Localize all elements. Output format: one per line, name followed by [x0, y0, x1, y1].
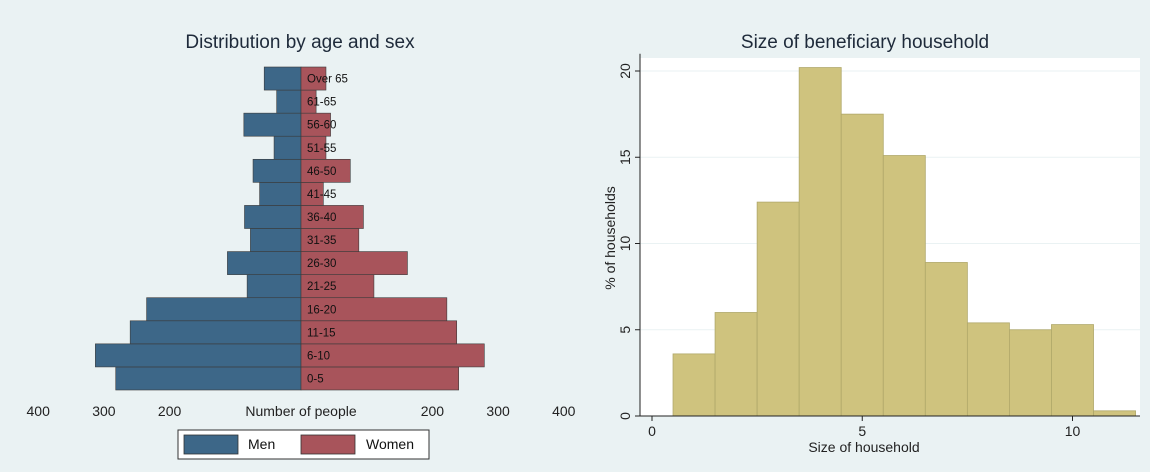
age-label: 31-35 — [307, 235, 336, 247]
pyramid-x-tick-label: 300 — [92, 403, 116, 419]
age-label: 41-45 — [307, 189, 336, 201]
age-label: 56-60 — [307, 120, 336, 132]
bar-men-over-65 — [263, 66, 302, 91]
bar-men-26-30 — [227, 251, 302, 275]
legend-label-men: Men — [248, 436, 275, 452]
bar-women-0-5 — [300, 366, 459, 391]
pyramid-x-tick-label: 300 — [486, 403, 510, 419]
histogram-bar — [1009, 329, 1052, 417]
pyramid-age-labels: 0-5 6-10 11-15 16-20 21-25 26-30 31-35 36-40 41-… — [307, 74, 348, 386]
bar-women-36-40 — [300, 205, 364, 229]
histogram-axes — [639, 53, 1140, 417]
bar-men-16-20 — [146, 297, 302, 322]
histogram-bar — [882, 155, 926, 417]
age-label: 36-40 — [307, 212, 336, 224]
bar-men-0-5 — [115, 366, 302, 391]
pyramid-x-tick-label: 200 — [421, 403, 445, 419]
bar-men-11-15 — [129, 320, 302, 345]
histogram-y-tick-label: 5 — [617, 326, 633, 334]
pyramid-x-tick-label: 400 — [552, 403, 575, 419]
histogram-bar — [1093, 410, 1136, 417]
histogram-title: Size of beneficiary household — [741, 32, 989, 53]
histogram-x-tick-label: 0 — [648, 423, 656, 439]
histogram-bar — [1051, 324, 1094, 417]
pyramid-x-axis-title: Number of people — [245, 403, 357, 419]
histogram-x-tick-label: 5 — [858, 423, 866, 439]
age-label: 21-25 — [307, 281, 336, 293]
bar-men-6-10 — [95, 343, 302, 368]
household-size-histogram-chart: Size of beneficiary household 0 5 10 15 20 0… — [575, 0, 1150, 472]
histogram-bar — [924, 262, 968, 417]
histogram-bar — [798, 67, 842, 417]
bar-men-46-50 — [252, 158, 302, 183]
histogram-y-tick-label: 0 — [617, 412, 633, 420]
pyramid-x-tick-label: 200 — [158, 403, 182, 419]
histogram-y-tick-label: 20 — [617, 63, 633, 79]
age-label: 0-5 — [307, 373, 324, 385]
bar-men-31-35 — [250, 228, 302, 252]
age-label: 6-10 — [307, 350, 330, 362]
histogram-y-axis-title: % of households — [602, 186, 618, 290]
bar-men-41-45 — [259, 182, 302, 206]
age-label: 26-30 — [307, 258, 336, 270]
bar-men-61-65 — [276, 89, 302, 114]
pyramid-bars — [95, 66, 485, 391]
legend-swatch-women — [300, 434, 356, 455]
histogram-y-tick-label: 15 — [617, 149, 633, 165]
pyramid-x-ticks: 400 300 200 200 300 400 — [27, 403, 575, 419]
bar-women-over-65 — [300, 66, 327, 91]
histogram-bar — [756, 201, 800, 417]
histogram-y-ticks: 0 5 10 15 20 — [617, 63, 640, 420]
pyramid-x-tick-label: 400 — [27, 403, 51, 419]
histogram-x-tick-label: 10 — [1065, 423, 1081, 439]
histogram-bar — [966, 322, 1010, 417]
legend-swatch-men — [183, 434, 239, 455]
age-label: 16-20 — [307, 304, 336, 316]
bar-men-51-55 — [273, 135, 302, 160]
bar-men-36-40 — [244, 205, 302, 229]
legend-label-women: Women — [366, 436, 414, 452]
histogram-y-tick-label: 10 — [617, 236, 633, 252]
pyramid-legend: Men Women — [177, 429, 430, 460]
histogram-x-axis-title: Size of household — [808, 439, 919, 455]
pyramid-title: Distribution by age and sex — [185, 32, 415, 53]
age-label: 51-55 — [307, 143, 336, 155]
histogram-bar — [714, 312, 758, 417]
histogram-bar — [840, 113, 884, 417]
histogram-x-ticks: 0 5 10 — [648, 416, 1080, 439]
age-sex-pyramid-chart: Distribution by age and sex 0-5 6-10 11-15… — [0, 0, 575, 472]
age-label: 46-50 — [307, 166, 336, 178]
age-label: 61-65 — [307, 97, 336, 109]
age-label: Over 65 — [307, 74, 348, 86]
bar-men-21-25 — [246, 274, 302, 299]
age-label: 11-15 — [307, 327, 336, 339]
bar-men-56-60 — [243, 112, 302, 137]
histogram-bar — [672, 353, 716, 417]
